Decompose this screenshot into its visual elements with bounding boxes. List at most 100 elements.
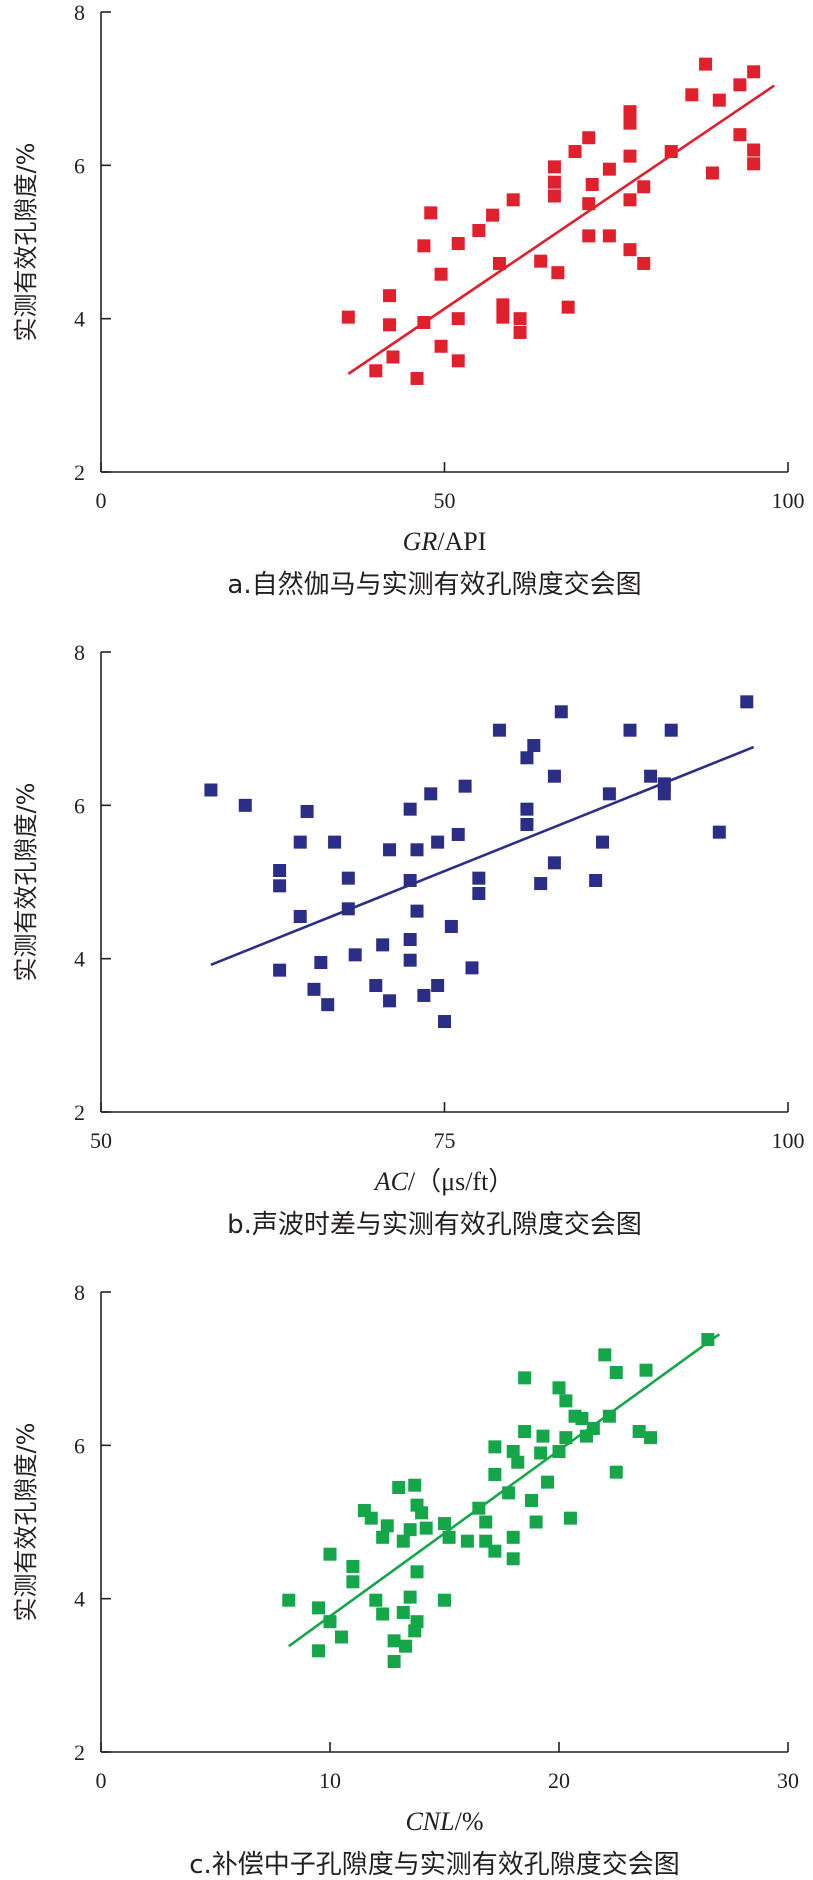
- y-tick-label: 8: [74, 1280, 85, 1305]
- data-point: [623, 149, 637, 163]
- data-point: [410, 1615, 424, 1629]
- data-point: [602, 229, 616, 243]
- data-point: [387, 1634, 401, 1648]
- data-point: [547, 160, 561, 174]
- data-point: [582, 131, 596, 145]
- data-point: [424, 787, 438, 801]
- data-point: [442, 1530, 456, 1544]
- data-point: [293, 910, 307, 923]
- data-point: [386, 350, 400, 364]
- data-point: [547, 856, 561, 870]
- y-tick-label: 4: [74, 1587, 85, 1612]
- data-point: [602, 162, 616, 176]
- data-point: [547, 175, 561, 189]
- y-tick-label: 8: [74, 640, 85, 665]
- trend-line: [210, 745, 755, 967]
- x-axis-variable: GR: [403, 527, 438, 556]
- x-tick-label: 0: [96, 488, 107, 513]
- data-point: [623, 243, 637, 257]
- trend-line: [288, 1333, 721, 1648]
- data-point: [376, 1607, 390, 1621]
- chart-panel-c: 2 4 6 8 0 10 20 30 实测有效孔隙度/% CNL/% c.补偿中子孔隙度与实测有效孔…: [12, 1280, 799, 1880]
- data-point: [637, 180, 651, 194]
- data-point: [282, 1593, 296, 1607]
- data-point: [486, 208, 500, 222]
- data-point: [328, 835, 342, 849]
- data-point: [415, 1506, 429, 1520]
- data-point: [496, 298, 510, 312]
- chart-panel-b: 2 4 6 8 50 75 100 实测有效孔隙度/% AC/（μs/ft） b.声波时差与实测有…: [12, 640, 805, 1240]
- data-point: [664, 145, 678, 159]
- data-point: [383, 994, 397, 1008]
- data-point: [460, 1534, 474, 1548]
- data-point: [547, 769, 561, 783]
- x-axis-label: AC/（μs/ft）: [373, 1167, 515, 1196]
- data-point: [598, 1348, 612, 1362]
- data-point: [623, 105, 637, 119]
- data-point: [506, 1530, 520, 1544]
- data-point: [492, 723, 506, 737]
- data-point: [238, 798, 252, 812]
- data-point: [434, 267, 448, 281]
- y-axis-label: 实测有效孔隙度/%: [12, 783, 40, 982]
- data-point: [341, 310, 355, 324]
- data-point: [525, 1494, 539, 1508]
- x-tick-label: 100: [772, 488, 805, 513]
- x-tick-label: 75: [434, 1128, 456, 1153]
- x-tick-label: 10: [319, 1768, 341, 1793]
- data-point: [657, 787, 671, 801]
- data-point: [417, 239, 431, 253]
- data-point: [639, 1363, 653, 1377]
- data-point: [403, 1523, 417, 1537]
- data-point: [410, 904, 424, 918]
- x-axis-label: GR/API: [403, 527, 487, 556]
- chart-panel-a: 2 4 6 8 0 50 100 实测有效孔隙度/% GR/API a.自然伽马与实测有效孔隙度交…: [12, 0, 805, 600]
- data-point: [699, 57, 713, 71]
- data-point: [383, 289, 397, 303]
- data-point: [561, 300, 575, 314]
- data-point: [300, 804, 314, 818]
- data-point: [408, 1478, 422, 1492]
- data-point: [527, 739, 541, 753]
- data-point: [602, 787, 616, 801]
- data-point: [547, 189, 561, 203]
- data-point: [369, 364, 383, 378]
- x-tick-label: 30: [777, 1768, 799, 1793]
- data-point: [520, 818, 534, 831]
- data-point: [568, 145, 582, 159]
- data-point: [451, 312, 465, 326]
- x-axis-unit: /%: [455, 1807, 484, 1836]
- data-point: [348, 948, 362, 962]
- data-point: [534, 1446, 548, 1460]
- data-point: [334, 1630, 348, 1644]
- data-point: [520, 751, 534, 765]
- data-point: [488, 1544, 502, 1558]
- data-point: [609, 1465, 623, 1479]
- data-point: [312, 1644, 326, 1658]
- data-point: [596, 835, 610, 849]
- data-point: [383, 843, 397, 857]
- data-point: [488, 1467, 502, 1481]
- data-point: [419, 1521, 433, 1535]
- data-point: [410, 1565, 424, 1579]
- data-point: [496, 310, 510, 324]
- data-point: [518, 1371, 532, 1385]
- data-point: [637, 256, 651, 270]
- data-point: [609, 1366, 623, 1379]
- y-tick-label: 2: [74, 460, 85, 485]
- data-point: [479, 1515, 493, 1529]
- data-point: [307, 982, 321, 996]
- data-point: [273, 879, 287, 893]
- data-point: [563, 1511, 577, 1525]
- data-point: [380, 1519, 394, 1533]
- y-axis-label: 实测有效孔隙度/%: [12, 1423, 40, 1622]
- x-axis-label: CNL/%: [405, 1807, 483, 1836]
- x-tick-label: 100: [772, 1128, 805, 1153]
- data-point: [518, 1425, 532, 1439]
- data-point: [712, 825, 726, 839]
- data-point: [376, 938, 390, 952]
- data-point: [541, 1475, 555, 1489]
- data-point: [747, 65, 761, 79]
- data-point: [529, 1515, 543, 1529]
